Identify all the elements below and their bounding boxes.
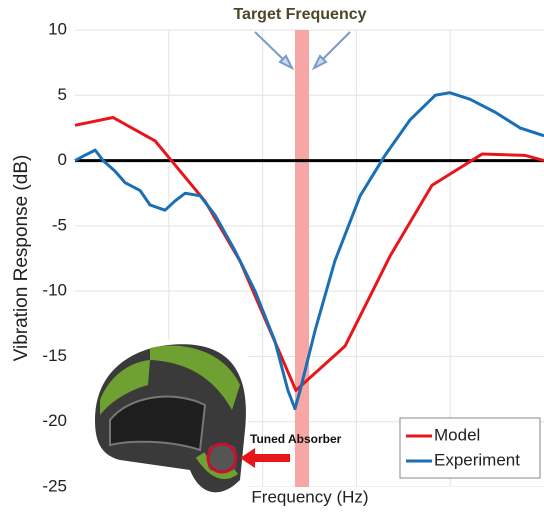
legend-label: Model [434,425,480,444]
y-axis-label: Vibration Response (dB) [11,155,32,362]
y-tick-label: -25 [42,476,67,495]
annotation: Tuned Absorber [250,432,342,446]
y-tick-label: 5 [58,85,67,104]
chart-title: Target Frequency [233,6,366,23]
target-band [295,30,309,487]
chart: Target Frequency Tuned Absorber Frequenc… [0,0,544,516]
y-tick-label: -5 [52,215,67,234]
y-tick-label: -20 [42,411,67,430]
y-tick-label: -10 [42,281,67,300]
y-ticks: -25 -20 -15 -10 -5 0 5 10 [42,19,67,495]
y-tick-label: 10 [48,19,67,38]
legend: Model Experiment [400,418,540,478]
legend-label: Experiment [434,450,520,469]
x-axis-label: Frequency (Hz) [251,487,368,506]
y-tick-label: -15 [42,346,67,365]
y-tick-label: 0 [58,150,67,169]
